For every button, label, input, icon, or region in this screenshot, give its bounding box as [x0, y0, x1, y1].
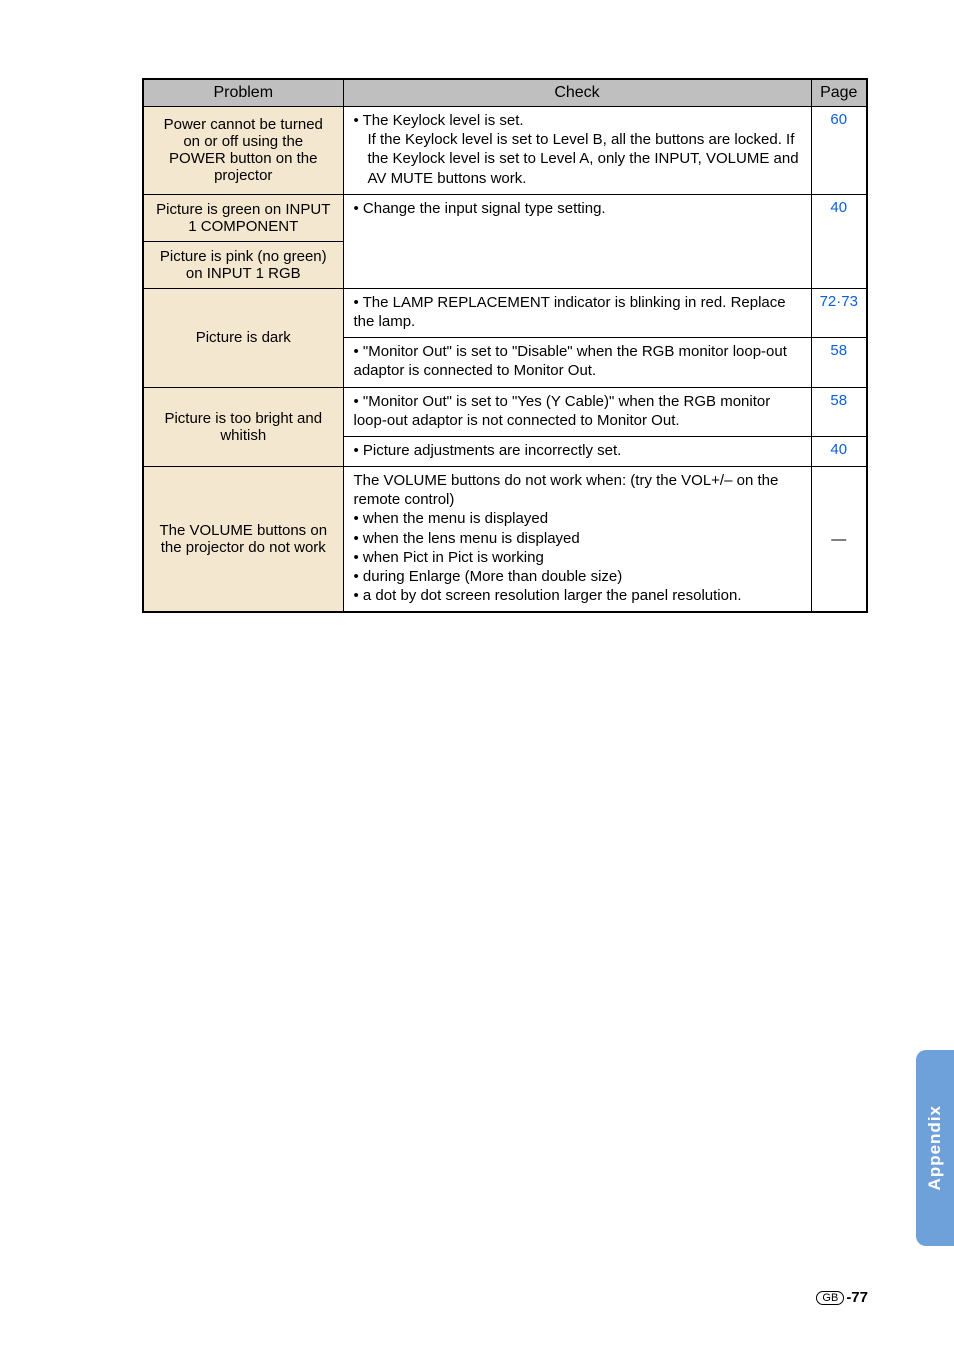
check-line: • when the lens menu is displayed: [354, 530, 580, 547]
check-line: • when the menu is displayed: [354, 510, 549, 527]
troubleshooting-table: Problem Check Page Power cannot be turne…: [142, 78, 868, 613]
header-check: Check: [343, 79, 811, 107]
side-tab: Appendix: [916, 1050, 954, 1246]
footer-page-number: -77: [846, 1289, 868, 1306]
page-ref[interactable]: 40: [811, 194, 867, 288]
problem-cell: Picture is too bright and whitish: [143, 387, 343, 467]
problem-cell: Power cannot be turned on or off using t…: [143, 107, 343, 195]
page-ref[interactable]: 40: [811, 436, 867, 466]
check-line: • when Pict in Pict is working: [354, 549, 544, 566]
check-line: • a dot by dot screen resolution larger …: [354, 587, 742, 604]
check-cell: • The Keylock level is set. If the Keylo…: [343, 107, 811, 195]
footer-gb: GB: [816, 1291, 844, 1305]
check-text-rest: If the Keylock level is set to Level B, …: [354, 130, 801, 188]
problem-cell: Picture is dark: [143, 288, 343, 387]
page-footer: GB-77: [816, 1289, 868, 1306]
page-ref: —: [811, 467, 867, 613]
page-ref[interactable]: 72·73: [811, 288, 867, 337]
problem-cell: Picture is green on INPUT 1 COMPONENT: [143, 194, 343, 241]
header-page: Page: [811, 79, 867, 107]
check-text-lead: • The Keylock level is set.: [354, 112, 524, 129]
check-line: • during Enlarge (More than double size): [354, 568, 623, 585]
check-cell: • Change the input signal type setting.: [343, 194, 811, 288]
page-ref[interactable]: 60: [811, 107, 867, 195]
check-cell: • Picture adjustments are incorrectly se…: [343, 436, 811, 466]
problem-cell: Picture is pink (no green) on INPUT 1 RG…: [143, 241, 343, 288]
check-cell: • "Monitor Out" is set to "Yes (Y Cable)…: [343, 387, 811, 436]
page-ref[interactable]: 58: [811, 338, 867, 387]
check-cell: The VOLUME buttons do not work when: (tr…: [343, 467, 811, 613]
side-tab-label: Appendix: [925, 1105, 945, 1190]
page-ref[interactable]: 58: [811, 387, 867, 436]
header-problem: Problem: [143, 79, 343, 107]
check-cell: • "Monitor Out" is set to "Disable" when…: [343, 338, 811, 387]
check-cell: • The LAMP REPLACEMENT indicator is blin…: [343, 288, 811, 337]
check-line: The VOLUME buttons do not work when: (tr…: [354, 472, 779, 508]
problem-cell: The VOLUME buttons on the projector do n…: [143, 467, 343, 613]
